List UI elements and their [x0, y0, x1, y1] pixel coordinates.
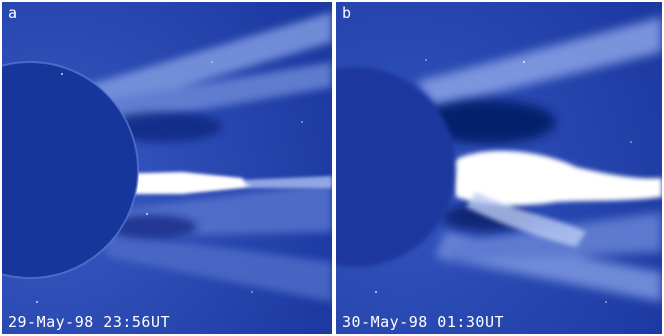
panel-label: a — [8, 4, 18, 22]
coronagraph-panel-b: b 30-May-98 01:30UT — [336, 2, 662, 334]
panel-divider — [333, 0, 335, 336]
coronagraph-image-b — [336, 2, 662, 334]
timestamp-label: 30-May-98 01:30UT — [342, 313, 505, 331]
coronagraph-image-a — [2, 2, 332, 334]
coronagraph-panel-a: a 29-May-98 23:56UT — [2, 2, 332, 334]
timestamp-label: 29-May-98 23:56UT — [8, 313, 171, 331]
panel-label: b — [342, 4, 352, 22]
